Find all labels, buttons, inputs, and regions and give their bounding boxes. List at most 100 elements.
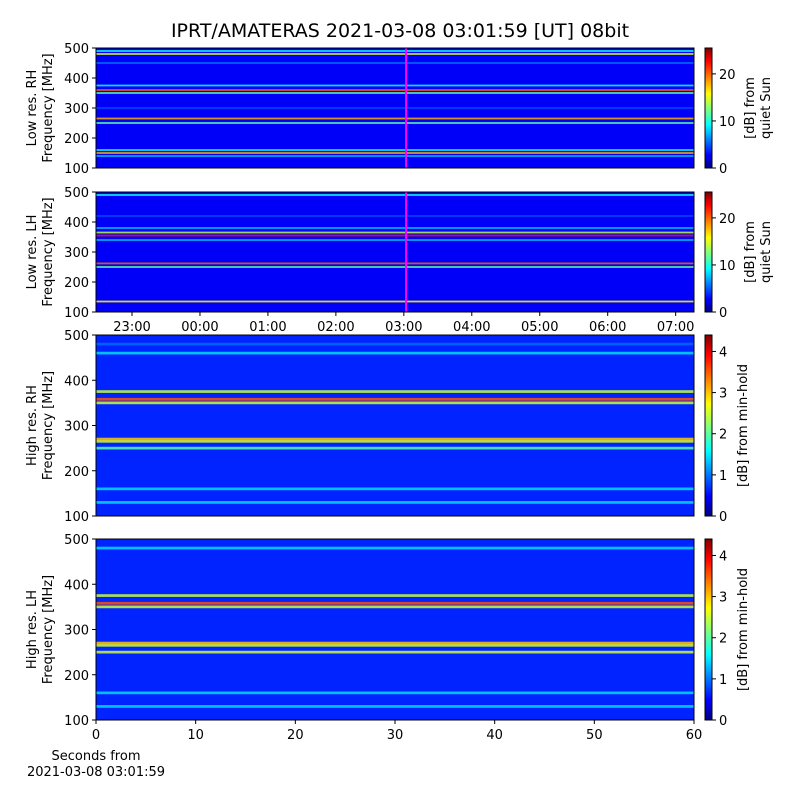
colorbar-tick-label: 0 (719, 306, 727, 321)
y-tick-label: 100 (64, 510, 89, 525)
y-tick-label: 200 (64, 669, 89, 684)
y-tick-label: 300 (64, 624, 89, 639)
colorbar-tick-label: 0 (719, 162, 727, 177)
colorbar-label: [dB] from (743, 221, 758, 283)
heatmap-row (96, 439, 694, 443)
y-tick-label: 500 (64, 533, 89, 548)
x-tick-label: 02:00 (317, 320, 354, 335)
y-tick-label: 100 (64, 162, 89, 177)
heatmap-row (96, 594, 694, 597)
heatmap-row (96, 231, 694, 234)
heatmap-row (96, 342, 694, 346)
heatmap-row (96, 605, 694, 609)
y-axis-label: Frequency [MHz] (41, 371, 56, 480)
x-tick-label: 40 (486, 728, 503, 743)
y-tick-label: 500 (64, 42, 89, 57)
y-tick-label: 400 (64, 374, 89, 389)
heatmap-row (96, 705, 694, 708)
heatmap-row (96, 601, 694, 605)
heatmap-row (96, 89, 694, 91)
x-tick-label: 05:00 (521, 320, 558, 335)
x-axis-label: Seconds from (51, 749, 140, 764)
heatmap-row (96, 122, 694, 124)
colorbar-tick-label: 4 (719, 345, 727, 360)
y-axis-label: Frequency [MHz] (41, 53, 56, 162)
colorbar (704, 538, 713, 721)
heatmap-row (96, 234, 694, 237)
heatmap-row (96, 351, 694, 355)
colorbar-tick-label: 3 (719, 387, 727, 402)
colorbar-label: [dB] from min-hold (736, 568, 751, 691)
heatmap-background (96, 192, 694, 312)
colorbar-tick-label: 0 (719, 714, 727, 729)
heatmap-row (96, 53, 694, 55)
x-tick-label: 01:00 (249, 320, 286, 335)
colorbar-label: [dB] from (743, 77, 758, 139)
y-tick-label: 300 (64, 420, 89, 435)
x-tick-label: 07:00 (657, 320, 694, 335)
y-axis-label: High res. LH (25, 590, 40, 669)
heatmap-row (96, 107, 694, 109)
x-tick-label: 10 (187, 728, 204, 743)
colorbar-tick-label: 1 (719, 469, 727, 484)
heatmap-row (96, 194, 694, 196)
colorbar-tick-label: 2 (719, 428, 727, 443)
heatmap-row (96, 487, 694, 491)
colorbar (704, 191, 713, 313)
heatmap-row (96, 446, 694, 450)
y-axis-label: Frequency [MHz] (41, 197, 56, 306)
heatmap-row (96, 501, 694, 504)
heatmap-row (96, 50, 694, 52)
colorbar-tick-label: 20 (719, 68, 736, 83)
heatmap-row (96, 650, 694, 654)
heatmap-row (96, 437, 694, 441)
y-tick-label: 400 (64, 72, 89, 87)
colorbar-tick-label: 1 (719, 673, 727, 688)
y-tick-label: 200 (64, 465, 89, 480)
x-tick-label: 50 (586, 728, 603, 743)
heatmap-row (96, 266, 694, 268)
x-tick-label: 60 (686, 728, 703, 743)
x-tick-label: 0 (92, 728, 100, 743)
x-tick-label: 06:00 (589, 320, 626, 335)
y-tick-label: 500 (64, 186, 89, 201)
x-tick-label: 20 (287, 728, 304, 743)
heatmap-row (96, 117, 694, 120)
y-axis-label: High res. RH (25, 385, 40, 466)
title: IPRT/AMATERAS 2021-03-08 03:01:59 [UT] 0… (171, 20, 629, 42)
y-tick-label: 200 (64, 276, 89, 291)
y-tick-label: 200 (64, 132, 89, 147)
heatmap-row (96, 62, 694, 64)
y-tick-label: 400 (64, 578, 89, 593)
colorbar-tick-label: 10 (719, 115, 736, 130)
heatmap-row (96, 149, 694, 151)
heatmap-row (96, 300, 694, 303)
heatmap-row (96, 227, 694, 229)
x-tick-label: 03:00 (385, 320, 422, 335)
colorbar-tick-label: 0 (719, 510, 727, 525)
heatmap-row (96, 92, 694, 94)
x-tick-label: 30 (387, 728, 404, 743)
y-axis-label: Frequency [MHz] (41, 575, 56, 684)
y-tick-label: 400 (64, 216, 89, 231)
heatmap-row (96, 546, 694, 550)
y-tick-label: 300 (64, 102, 89, 117)
heatmap-row (96, 155, 694, 157)
colorbar-label: quiet Sun (759, 221, 774, 283)
colorbar-label: [dB] from min-hold (736, 364, 751, 487)
x-axis-label: 2021-03-08 03:01:59 (27, 765, 165, 780)
x-tick-label: 00:00 (181, 320, 218, 335)
heatmap-row (96, 691, 694, 695)
heatmap-background (96, 335, 694, 516)
heatmap-row (96, 239, 694, 241)
colorbar-tick-label: 4 (719, 549, 727, 564)
y-axis-label: Low res. RH (25, 70, 40, 147)
heatmap-background (96, 539, 694, 720)
colorbar-tick-label: 3 (719, 591, 727, 606)
y-tick-label: 100 (64, 714, 89, 729)
colorbar-label: quiet Sun (759, 77, 774, 139)
heatmap-row (96, 215, 694, 217)
y-tick-label: 100 (64, 306, 89, 321)
heatmap-row (96, 262, 694, 265)
